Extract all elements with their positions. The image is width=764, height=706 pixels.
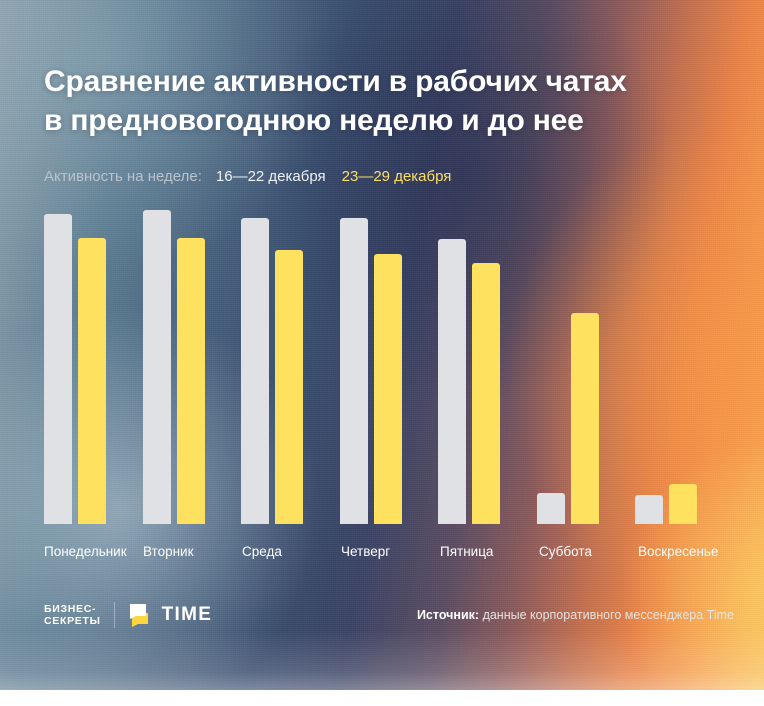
bar-group xyxy=(635,210,734,524)
legend-item-current-week: 23—29 декабря xyxy=(341,168,452,185)
bar-previous-week xyxy=(635,495,664,524)
chat-bubble-icon xyxy=(128,603,155,627)
bar-previous-week xyxy=(44,214,72,524)
bar-current-week xyxy=(275,250,304,524)
x-axis-labels: Понедельник Вторник Среда Четверг Пятница Суб… xyxy=(44,544,744,564)
bar-group xyxy=(44,210,143,524)
bar-pair xyxy=(241,210,304,524)
chart-legend: Активность на неделе: 16—22 декабря 23—2… xyxy=(44,168,451,185)
bar-group xyxy=(438,210,537,524)
bar-current-week xyxy=(570,313,599,524)
bar-group xyxy=(339,210,439,524)
legend-item-previous-week: 16—22 декабря xyxy=(215,168,326,185)
bar-chart xyxy=(44,210,734,530)
source-text: данные корпоративного мессенджера Time xyxy=(482,608,734,622)
page-title-line-2: в предновогоднюю неделю и до нее xyxy=(44,104,584,137)
brand-name-line-2: СЕКРЕТЫ xyxy=(44,615,101,627)
x-axis-label: Вторник xyxy=(143,544,194,559)
time-logo: TIME xyxy=(128,603,213,627)
bar-previous-week xyxy=(339,218,368,524)
brand-name: БИЗНЕС- СЕКРЕТЫ xyxy=(44,603,101,627)
footer: БИЗНЕС- СЕКРЕТЫ TIME Источник: данные ко… xyxy=(44,598,734,632)
bar-pair xyxy=(635,210,698,524)
bar-current-week xyxy=(373,254,402,524)
bar-pair xyxy=(536,210,599,524)
time-wordmark: TIME xyxy=(161,604,213,625)
bar-groups xyxy=(44,210,734,524)
x-axis-label: Суббота xyxy=(539,544,592,559)
brand-divider xyxy=(113,602,115,628)
bar-previous-week xyxy=(438,239,467,524)
bar-previous-week xyxy=(241,218,270,524)
bar-previous-week xyxy=(536,493,565,524)
bar-previous-week xyxy=(142,210,171,524)
x-axis-label: Пятница xyxy=(440,544,494,559)
bar-pair xyxy=(44,210,106,524)
bar-group xyxy=(142,210,242,524)
bar-pair xyxy=(339,210,402,524)
x-axis-label: Воскресенье xyxy=(638,544,719,559)
x-axis-label: Понедельник xyxy=(44,544,127,559)
legend-caption: Активность на неделе: xyxy=(44,168,202,185)
brand-name-line-1: БИЗНЕС- xyxy=(44,603,97,615)
bar-pair xyxy=(438,210,501,524)
background-glow-yellow xyxy=(620,430,764,690)
bar-current-week xyxy=(472,263,501,524)
bar-group xyxy=(241,210,340,524)
page-title: Сравнение активности в рабочих чатах в п… xyxy=(44,62,734,140)
bar-group xyxy=(536,210,636,524)
bottom-white-strip xyxy=(0,690,764,706)
background-bottom-fade xyxy=(0,630,764,690)
source-label: Источник: xyxy=(416,608,480,622)
bar-current-week xyxy=(669,484,698,524)
brand-block: БИЗНЕС- СЕКРЕТЫ TIME xyxy=(44,602,212,628)
bar-current-week xyxy=(78,238,106,524)
background-gradient xyxy=(0,0,764,690)
source-note: Источник: данные корпоративного мессендж… xyxy=(417,608,734,622)
page-title-line-1: Сравнение активности в рабочих чатах xyxy=(44,65,627,98)
x-axis-label: Четверг xyxy=(341,544,391,559)
x-axis-label: Среда xyxy=(242,544,282,559)
bar-pair xyxy=(142,210,205,524)
bar-current-week xyxy=(176,238,205,524)
